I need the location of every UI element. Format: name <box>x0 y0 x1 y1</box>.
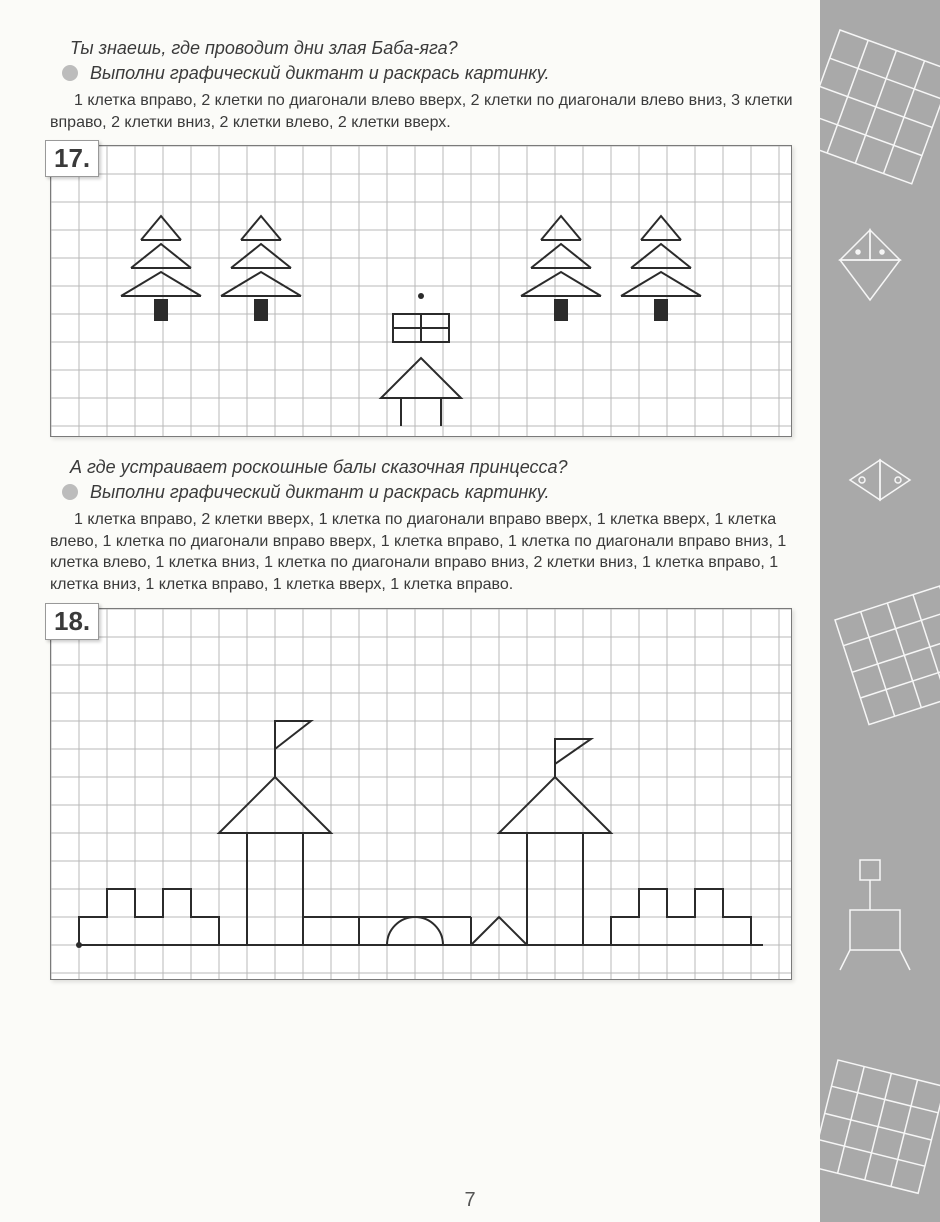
ex17-badge: 17. <box>45 140 99 177</box>
bullet-icon <box>62 65 78 81</box>
bullet-icon <box>62 484 78 500</box>
ex17-question: Ты знаешь, где проводит дни злая Баба-яг… <box>70 38 810 59</box>
ex17-instruction: Выполни графический диктант и раскрась к… <box>90 63 810 84</box>
ex18-steps: 1 клетка вправо, 2 клетки вверх, 1 клетк… <box>50 509 810 595</box>
ex17-instruction-text: Выполни графический диктант и раскрась к… <box>90 63 550 83</box>
ex18-instruction-text: Выполни графический диктант и раскрась к… <box>90 482 550 502</box>
ex18-badge: 18. <box>45 603 99 640</box>
page-number: 7 <box>0 1189 940 1212</box>
ex17-grid-panel: 17. <box>50 145 792 437</box>
ex18-question: А где устраивает роскошные балы сказочна… <box>70 457 810 478</box>
ex17-steps: 1 клетка вправо, 2 клетки по диагонали в… <box>50 90 810 133</box>
sidebar <box>820 0 940 1222</box>
ex18-drawing <box>51 609 791 979</box>
sidebar-art <box>820 0 940 1222</box>
ex18-grid-panel: 18. <box>50 608 792 980</box>
ex17-drawing <box>51 146 791 436</box>
ex18-instruction: Выполни графический диктант и раскрась к… <box>90 482 810 503</box>
